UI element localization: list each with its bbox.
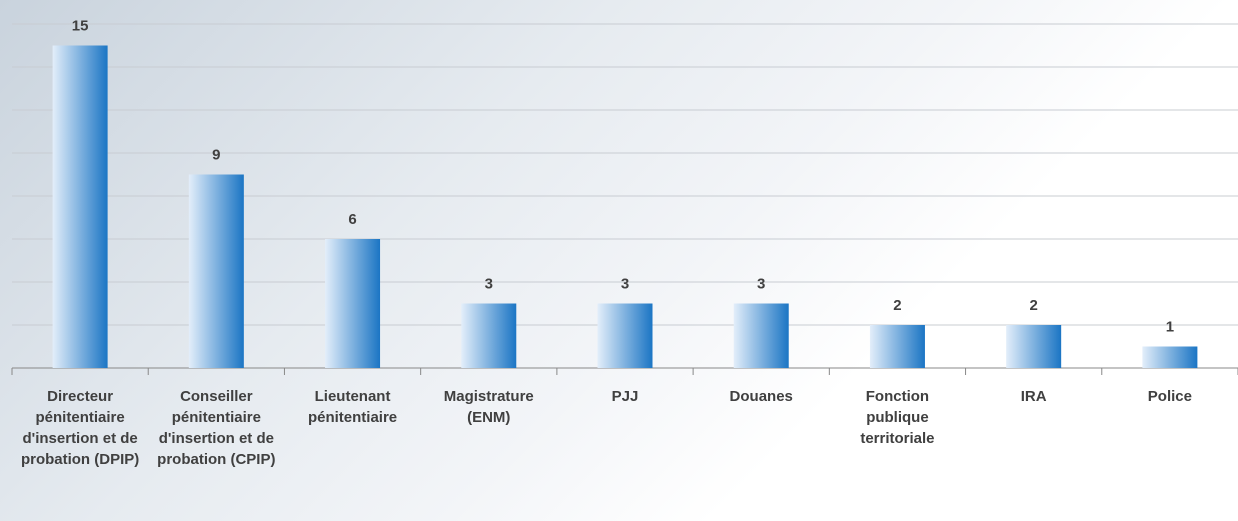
bar	[733, 303, 789, 368]
value-label: 9	[212, 147, 220, 164]
value-label: 2	[893, 297, 901, 314]
x-tick-label: Douanes	[729, 388, 793, 405]
value-label: 2	[1029, 297, 1037, 314]
x-tick-label: Lieutenant pénitentiaire	[307, 388, 398, 426]
x-tick-label: Conseiller pénitentiaire d'insertion et …	[157, 388, 276, 468]
value-label: 3	[757, 276, 765, 293]
bar	[869, 325, 925, 368]
bar	[1142, 346, 1198, 368]
value-label: 15	[72, 18, 89, 35]
bar	[325, 239, 381, 368]
x-tick-label: IRA	[1020, 388, 1047, 405]
bar	[1006, 325, 1062, 368]
value-label: 1	[1166, 319, 1174, 336]
x-tick-label: Fonction publique territoriale	[860, 388, 935, 447]
x-tick-label: PJJ	[611, 388, 639, 405]
bar	[597, 303, 653, 368]
value-label: 3	[621, 276, 629, 293]
bar	[461, 303, 517, 368]
bar	[188, 174, 244, 368]
value-label: 6	[348, 211, 356, 228]
x-tick-label: Police	[1147, 388, 1192, 405]
x-tick-label: Magistrature (ENM)	[443, 388, 534, 426]
bar	[52, 45, 108, 368]
x-tick-label: Directeur pénitentiaire d'insertion et d…	[20, 388, 140, 468]
value-label: 3	[485, 276, 493, 293]
